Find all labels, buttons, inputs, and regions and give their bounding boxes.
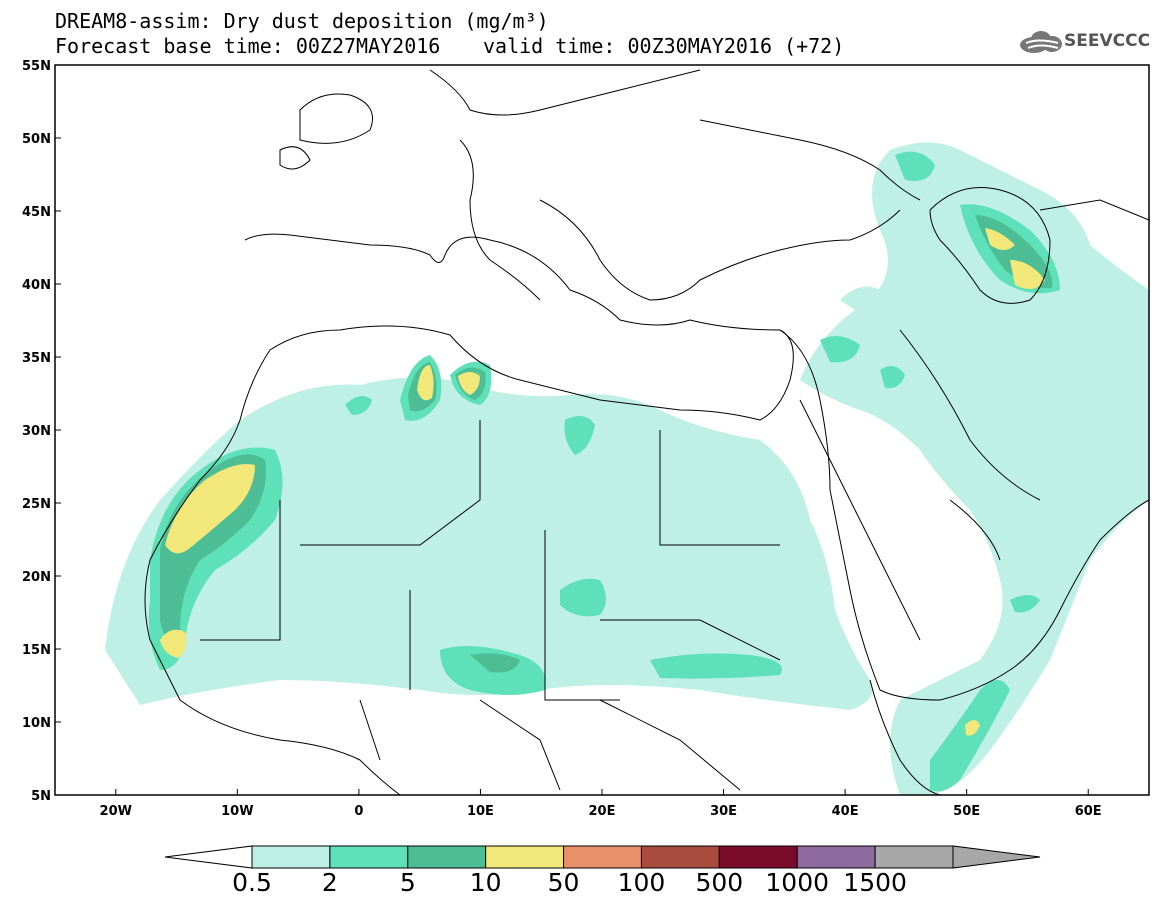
map-title: DREAM8-assim: Dry dust deposition (mg/m³… [55, 9, 549, 33]
logo-text: SEEVCCC [1064, 31, 1151, 51]
lat-label: 50N [22, 132, 51, 147]
lat-label: 15N [22, 643, 51, 658]
colorbar-segment [796, 845, 876, 869]
colorbar-label: 1000 [765, 868, 830, 897]
lon-label: 20E [589, 804, 616, 819]
lat-label: 35N [22, 351, 51, 366]
latitude-labels: 55N 50N 45N 40N 35N 30N 25N 20N 15N 10N 5N [22, 59, 61, 804]
deposition-layer-10 [160, 228, 1045, 736]
colorbar-label: 1500 [843, 868, 907, 897]
colorbar-segment [485, 845, 565, 869]
colorbar-segment [251, 845, 331, 869]
coastlines-borders [144, 69, 1149, 795]
lon-label: 50E [953, 804, 980, 819]
lat-label: 25N [22, 497, 51, 512]
lon-label: 20W [100, 804, 132, 819]
colorbar-label: 2 [321, 868, 338, 897]
colorbar-label: 10 [469, 868, 502, 897]
colorbar-label: 500 [695, 868, 744, 897]
colorbar-segment [718, 845, 798, 869]
forecast-base-time: Forecast base time: 00Z27MAY2016 [55, 34, 441, 58]
seevccc-logo [1020, 31, 1062, 53]
lon-label: 40E [832, 804, 859, 819]
colorbar-segment [407, 845, 487, 869]
lon-label: 0 [354, 804, 363, 819]
lat-label: 20N [22, 570, 51, 585]
lat-label: 30N [22, 424, 51, 439]
valid-time: valid time: 00Z30MAY2016 (+72) [483, 34, 845, 58]
lon-label: 30E [710, 804, 737, 819]
colorbar-segment [329, 845, 409, 869]
lon-label: 60E [1075, 804, 1102, 819]
colorbar-segment [874, 845, 954, 869]
colorbar-label: 5 [399, 868, 416, 897]
colorbar-segment [563, 845, 642, 869]
lon-label: 10E [467, 804, 494, 819]
lon-label: 10W [221, 804, 253, 819]
colorbar [164, 845, 1041, 869]
longitude-labels: 20W 10W 0 10E 20E 30E 40E 50E 60E [100, 789, 1102, 819]
colorbar-segment [640, 845, 720, 869]
lat-label: 40N [22, 278, 51, 293]
lat-label: 45N [22, 205, 51, 220]
colorbar-min-arrow [164, 845, 253, 869]
lat-label: 10N [22, 716, 51, 731]
colorbar-label: 100 [617, 868, 666, 897]
lat-label: 55N [22, 59, 51, 74]
deposition-layer-0-5 [105, 142, 1149, 795]
colorbar-max-arrow [952, 845, 1041, 869]
colorbar-label: 0.5 [232, 868, 272, 897]
lat-label: 5N [31, 789, 51, 804]
colorbar-label: 50 [547, 868, 580, 897]
